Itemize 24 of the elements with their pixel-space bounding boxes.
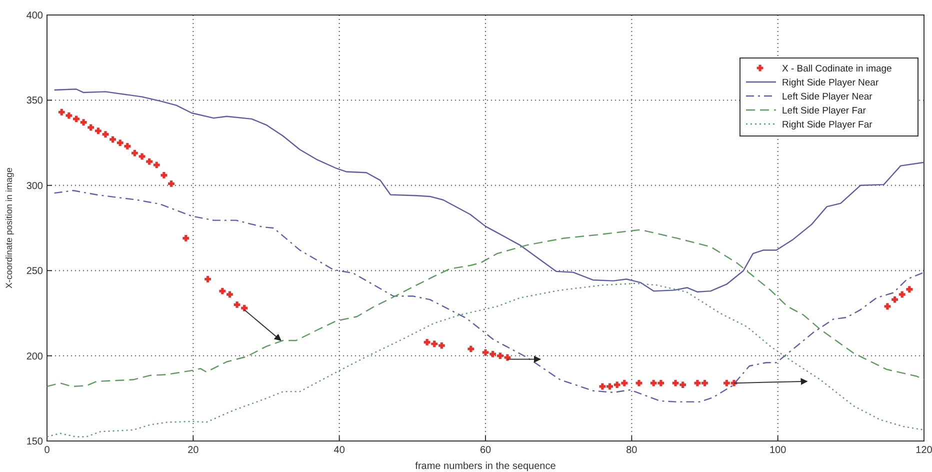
legend-label: X - Ball Codinate in image (782, 64, 892, 74)
y-tick-label: 250 (26, 266, 44, 278)
legend-label: Left Side Player Far (782, 106, 866, 116)
legend-label: Right Side Player Near (782, 78, 879, 88)
line-series (46, 282, 925, 438)
y-tick-label: 350 (26, 96, 44, 107)
legend-label: Right Side Player Far (782, 120, 872, 130)
x-tick-label: 100 (769, 445, 787, 456)
x-axis-title: frame numbers in the sequence (415, 461, 556, 472)
legend-label: Left Side Player Near (782, 92, 872, 102)
y-tick-label: 150 (26, 436, 44, 448)
y-tick-label: 300 (26, 180, 44, 192)
line-series (46, 229, 925, 388)
x-tick-label: 20 (188, 445, 200, 456)
x-tick-label: 120 (916, 445, 932, 456)
x-tick-label: 0 (44, 445, 50, 456)
x-tick-label: 60 (480, 445, 492, 456)
x-tick-label: 80 (626, 445, 638, 456)
y-tick-label: 200 (26, 351, 44, 362)
line-series (54, 190, 925, 402)
x-tick-label: 40 (334, 445, 346, 456)
y-tick-label: 400 (26, 10, 44, 22)
line-series (54, 88, 925, 292)
y-axis-title: X-coordinate position in image (4, 167, 14, 289)
